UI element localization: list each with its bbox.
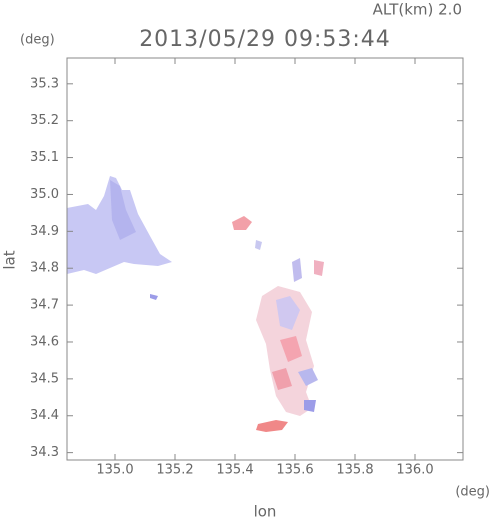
blue-echo [110,180,136,240]
blue-echo [255,240,262,250]
y-tick-label: 35.1 [30,150,59,165]
x-tick-label: 136.0 [396,463,433,478]
x-unit: (deg) [455,485,490,500]
blue-echo [276,296,300,330]
y-tick-label: 34.4 [30,408,59,423]
y-tick-label: 34.6 [30,334,59,349]
blue-echo [298,368,318,386]
x-tick-label: 135.4 [216,463,253,478]
y-tick-label: 35.2 [30,113,59,128]
y-tick-label: 34.3 [30,445,59,460]
y-unit: (deg) [20,33,55,48]
red-echo [256,420,288,432]
x-tick-label: 135.8 [336,463,373,478]
x-tick-label: 135.6 [276,463,313,478]
y-tick-label: 35.0 [30,187,59,202]
y-tick-label: 34.9 [30,224,59,239]
plot-frame [66,57,464,461]
y-tick-label: 34.8 [30,261,59,276]
y-tick-label: 35.3 [30,76,59,91]
red-echo [314,260,324,276]
y-tick-label: 34.5 [30,371,59,386]
y-label: lat [1,250,19,269]
red-echo [280,336,302,362]
chart-title: 2013/05/29 09:53:44 [139,27,391,52]
x-label: lon [254,503,277,521]
x-tick-label: 135.0 [96,463,133,478]
altitude: ALT(km) 2.0 [373,1,462,19]
y-tick-label: 34.7 [30,298,59,313]
blue-echo [292,258,302,282]
echo-field [67,176,324,432]
blue-echo [150,294,158,300]
red-echo [232,216,252,230]
x-tick-label: 135.2 [156,463,193,478]
red-echo [272,368,292,390]
blue-echo [304,400,316,412]
